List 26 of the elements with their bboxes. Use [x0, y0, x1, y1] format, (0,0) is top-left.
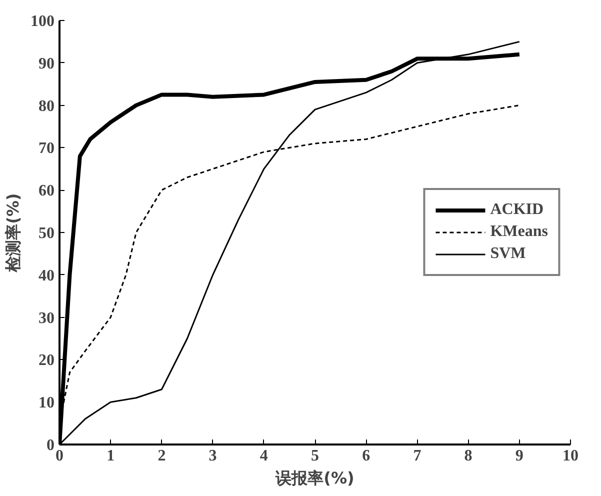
- y-tick-label: 30: [38, 310, 54, 327]
- legend-label: SVM: [490, 245, 526, 263]
- y-axis-title: 检测率(%): [4, 193, 22, 273]
- x-tick-label: 4: [260, 448, 268, 464]
- x-tick-label: 5: [311, 448, 319, 464]
- x-axis-title: 误报率(%): [274, 468, 354, 488]
- y-tick-label: 100: [30, 13, 54, 30]
- x-tick-label: 1: [106, 448, 115, 464]
- y-tick-label: 0: [46, 437, 54, 454]
- y-tick-label: 50: [38, 225, 54, 242]
- x-tick-label: 2: [158, 448, 166, 464]
- x-tick-label: 8: [464, 448, 472, 464]
- y-tick-label: 80: [38, 98, 54, 115]
- y-tick-label: 10: [38, 394, 54, 412]
- x-tick-label: 10: [562, 448, 578, 464]
- y-tick-label: 20: [38, 352, 54, 370]
- y-tick-label: 60: [38, 182, 54, 200]
- x-tick-label: 7: [413, 448, 422, 464]
- legend-label: ACKID: [490, 201, 544, 219]
- legend-label: KMeans: [490, 223, 548, 241]
- y-tick-label: 40: [38, 267, 54, 284]
- y-tick-label: 70: [38, 140, 54, 158]
- x-tick-label: 9: [515, 448, 524, 464]
- y-tick-label: 90: [38, 55, 54, 72]
- x-tick-label: 6: [362, 448, 370, 464]
- x-tick-label: 3: [208, 448, 217, 464]
